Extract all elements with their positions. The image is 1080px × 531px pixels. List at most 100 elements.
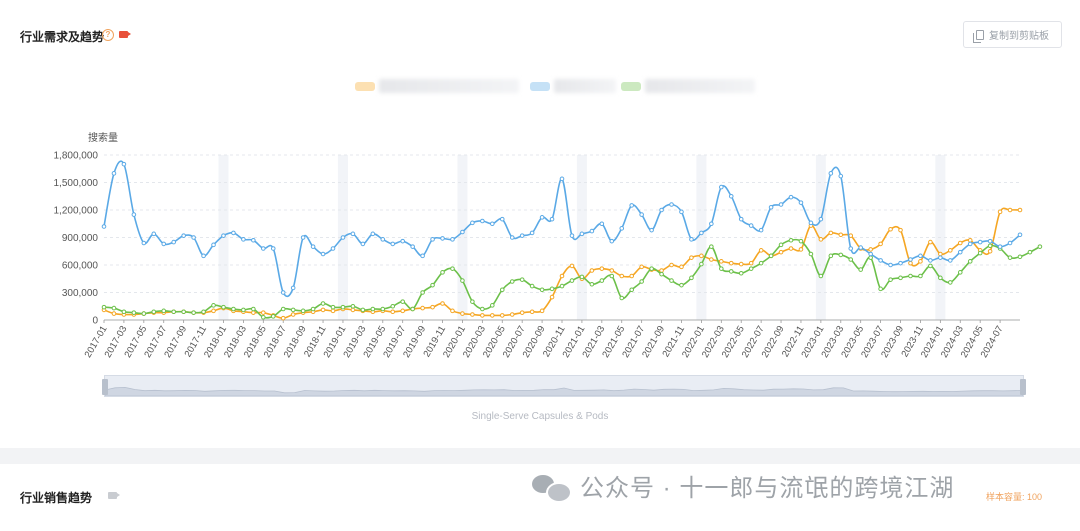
data-point <box>967 237 973 243</box>
data-point <box>967 259 973 264</box>
y-tick-label: 300,000 <box>62 288 99 299</box>
data-point <box>280 306 286 312</box>
data-point <box>758 260 764 266</box>
data-point <box>460 278 465 283</box>
data-zoom-slider[interactable] <box>102 375 1026 397</box>
data-point <box>709 244 714 249</box>
data-point <box>888 262 893 268</box>
data-point <box>798 200 804 205</box>
data-point <box>390 309 396 315</box>
legend-swatch-orange <box>355 81 375 91</box>
data-point <box>619 226 625 231</box>
data-point <box>738 216 744 222</box>
data-point <box>609 273 615 279</box>
data-point <box>191 235 196 240</box>
data-point <box>778 242 784 248</box>
data-point <box>838 173 844 179</box>
data-point <box>340 304 346 310</box>
data-point <box>370 306 376 312</box>
data-point <box>241 237 246 242</box>
data-point <box>350 303 356 309</box>
data-point <box>320 301 326 306</box>
data-point <box>938 251 943 257</box>
data-point <box>420 253 425 259</box>
data-point <box>639 264 644 270</box>
zoom-handle-left[interactable] <box>102 379 108 395</box>
video-camera-icon[interactable] <box>108 492 120 499</box>
data-point <box>808 220 814 226</box>
data-point <box>171 309 176 315</box>
data-point <box>738 261 744 267</box>
data-point <box>460 311 465 316</box>
data-point <box>758 227 764 233</box>
data-point <box>519 310 525 315</box>
data-point <box>480 218 485 224</box>
data-point <box>1017 207 1023 213</box>
data-point <box>977 239 983 245</box>
data-point <box>748 223 754 228</box>
data-point <box>709 221 714 227</box>
data-point <box>410 244 415 249</box>
data-point <box>868 251 873 257</box>
data-point <box>599 266 605 271</box>
data-point <box>450 266 455 271</box>
data-point <box>290 307 296 313</box>
data-point <box>499 216 505 222</box>
data-point <box>330 308 336 314</box>
data-point <box>261 246 266 251</box>
data-point <box>719 259 724 264</box>
data-point <box>828 230 834 236</box>
question-circle-icon[interactable]: ? <box>102 29 114 41</box>
data-point <box>669 278 674 283</box>
legend-item-green[interactable] <box>621 77 755 95</box>
watermark: 公众号 · 十一郎与流氓的跨境江湖 <box>530 468 954 503</box>
data-point <box>868 247 873 252</box>
chart-legend <box>355 77 755 95</box>
data-point <box>380 237 386 242</box>
data-point <box>728 193 734 199</box>
data-point <box>549 294 555 300</box>
copy-icon <box>973 29 984 43</box>
data-point <box>251 237 256 243</box>
data-point <box>619 273 625 279</box>
data-point <box>320 307 326 313</box>
data-point <box>798 238 804 244</box>
data-point <box>938 255 943 260</box>
zoom-handle-right[interactable] <box>1020 379 1026 395</box>
legend-item-orange[interactable] <box>355 77 519 95</box>
data-point <box>370 231 376 237</box>
data-point <box>599 278 605 283</box>
data-point <box>131 212 137 217</box>
data-point <box>1017 254 1023 260</box>
data-point <box>748 266 754 271</box>
data-point <box>848 257 854 262</box>
video-camera-icon[interactable] <box>119 31 131 38</box>
data-point <box>231 306 236 312</box>
data-point <box>589 228 595 234</box>
data-point <box>1037 244 1043 249</box>
data-point <box>898 275 903 281</box>
data-point <box>539 215 545 220</box>
highlight-band <box>576 155 587 320</box>
data-point <box>818 237 824 242</box>
data-point <box>957 270 963 275</box>
data-point <box>679 282 684 288</box>
data-point <box>918 253 923 259</box>
data-point <box>908 260 913 266</box>
data-point <box>569 233 575 238</box>
data-point <box>778 249 784 255</box>
data-point <box>261 314 266 320</box>
data-point <box>987 248 993 254</box>
copy-to-clipboard-button[interactable]: 复制到剪贴板 <box>963 21 1062 48</box>
data-point <box>350 231 356 237</box>
data-point <box>878 258 883 263</box>
data-point <box>957 240 963 246</box>
data-point <box>788 237 794 243</box>
data-point <box>420 290 425 295</box>
data-point <box>738 270 744 276</box>
data-point <box>659 268 664 273</box>
legend-item-blue[interactable] <box>530 77 616 95</box>
data-point <box>251 310 256 315</box>
data-point <box>987 243 993 249</box>
data-point <box>549 286 555 292</box>
